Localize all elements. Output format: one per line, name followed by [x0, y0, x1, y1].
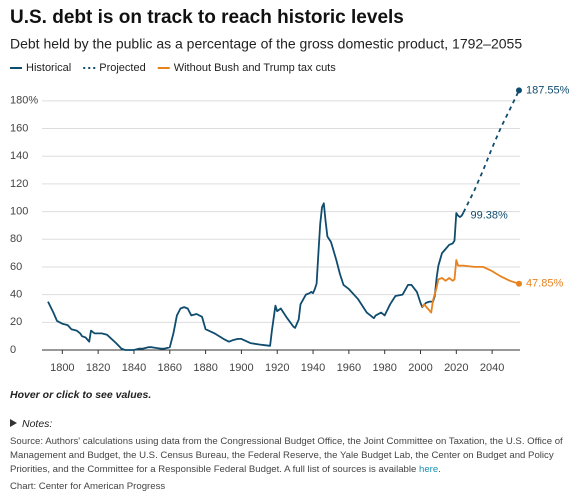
x-tick-label: 1960 — [337, 362, 361, 374]
end-marker — [516, 87, 522, 94]
series-line — [421, 259, 520, 314]
source-text: Source: Authors' calculations using data… — [10, 436, 563, 475]
y-tick-label: 20 — [10, 316, 22, 328]
legend-label: Historical — [26, 62, 71, 74]
y-tick-label: 160 — [10, 122, 28, 134]
hint: Hover or click to see values. — [10, 389, 152, 401]
x-tick-label: 2000 — [408, 362, 432, 374]
legend-label: Without Bush and Trump tax cuts — [174, 62, 337, 74]
y-tick-label: 40 — [10, 289, 22, 301]
x-tick-label: 2020 — [444, 362, 468, 374]
chart-subtitle: Debt held by the public as a percentage … — [10, 36, 522, 52]
y-tick-label: 100 — [10, 205, 28, 217]
y-tick-label: 80 — [10, 233, 22, 245]
notes-label: Notes: — [22, 418, 53, 430]
y-tick-label: 120 — [10, 178, 28, 190]
x-tick-label: 2040 — [480, 362, 504, 374]
legend-label: Projected — [99, 62, 145, 74]
x-tick-label: 1880 — [193, 362, 217, 374]
x-tick-label: 1940 — [301, 362, 325, 374]
series-line — [47, 202, 465, 351]
end-marker — [516, 280, 522, 287]
chart-title: U.S. debt is on track to reach historic … — [10, 7, 404, 28]
y-tick-label: 140 — [10, 150, 28, 162]
x-tick-label: 1820 — [86, 362, 110, 374]
y-tick-label: 180% — [10, 95, 38, 107]
source-link[interactable]: here — [419, 464, 439, 475]
x-tick-label: 1840 — [122, 362, 146, 374]
x-tick-label: 1920 — [265, 362, 289, 374]
x-tick-label: 1860 — [158, 362, 182, 374]
source-end: . — [438, 464, 441, 475]
disclosure-icon — [10, 419, 17, 427]
x-tick-label: 1800 — [50, 362, 74, 374]
annotation: 187.55% — [526, 84, 570, 96]
annotation: 47.85% — [526, 278, 564, 290]
credit: Chart: Center for American Progress — [10, 481, 166, 492]
y-tick-label: 60 — [10, 261, 22, 273]
annotation: 99.38% — [470, 209, 508, 221]
source: Source: Authors' calculations using data… — [10, 435, 576, 477]
series-line — [462, 90, 520, 213]
chart: U.S. debt is on track to reach historic … — [10, 7, 570, 374]
y-tick-label: 0 — [10, 344, 16, 356]
notes-toggle[interactable]: Notes: — [10, 418, 52, 430]
x-tick-label: 1900 — [229, 362, 253, 374]
x-tick-label: 1980 — [372, 362, 396, 374]
